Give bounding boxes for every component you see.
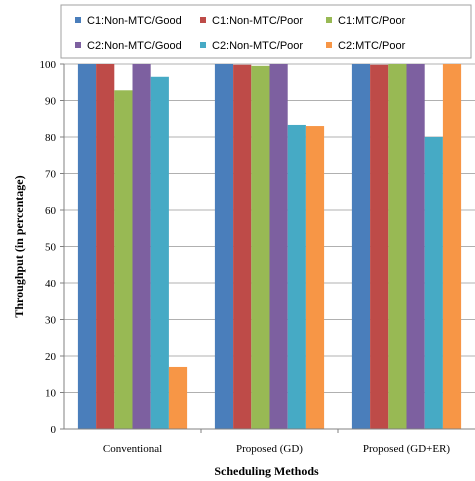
- y-tick-label: 50: [45, 242, 57, 254]
- legend-swatch: [75, 42, 81, 48]
- axes: 0 10 20 30 40 50 60 70 80 90 100 Conventional Propos…: [40, 59, 475, 455]
- bar: [370, 64, 389, 429]
- legend-swatch: [200, 17, 206, 23]
- legend-label: C2:Non-MTC/Good: [87, 40, 182, 52]
- x-tick-label: Proposed (GD): [236, 443, 303, 455]
- legend-label: C1:Non-MTC/Good: [87, 15, 182, 27]
- y-tick-label: 60: [45, 205, 57, 217]
- legend-box: [60, 4, 472, 59]
- y-axis-title: Throughput (in percentage): [12, 175, 26, 317]
- bar: [287, 124, 306, 429]
- bar: [388, 64, 407, 429]
- legend-swatch: [326, 17, 332, 23]
- y-tick-label: 100: [40, 59, 57, 71]
- legend-label: C1:MTC/Poor: [338, 15, 406, 27]
- bar: [132, 64, 151, 429]
- bar: [233, 64, 252, 429]
- bar: [114, 90, 133, 429]
- x-axis-title: Scheduling Methods: [214, 464, 319, 478]
- y-tick-label: 40: [45, 278, 57, 290]
- y-tick-label: 90: [45, 96, 57, 108]
- bar: [424, 137, 443, 429]
- x-tick-label: Conventional: [103, 443, 162, 455]
- bar: [77, 64, 97, 429]
- bar: [214, 64, 234, 429]
- legend-swatch: [200, 42, 206, 48]
- bar: [305, 126, 325, 430]
- legend-swatch: [326, 42, 332, 48]
- bars: [77, 64, 462, 430]
- bar: [351, 64, 371, 429]
- bar: [406, 64, 425, 429]
- bar: [269, 64, 288, 429]
- bar: [168, 366, 188, 429]
- y-tick-label: 0: [51, 424, 57, 436]
- bar: [150, 76, 169, 430]
- y-tick-label: 80: [45, 132, 57, 144]
- y-tick-label: 10: [45, 388, 57, 400]
- legend-swatch: [75, 17, 81, 23]
- x-tick-label: Proposed (GD+ER): [363, 443, 451, 455]
- legend-label: C2:MTC/Poor: [338, 40, 406, 52]
- y-tick-label: 20: [45, 351, 57, 363]
- bar: [96, 64, 115, 429]
- legend: C1:Non-MTC/Good C1:Non-MTC/Poor C1:MTC/Poo…: [60, 4, 472, 59]
- y-tick-label: 30: [45, 315, 57, 327]
- legend-label: C2:Non-MTC/Poor: [212, 40, 303, 52]
- y-tick-label: 70: [45, 169, 57, 181]
- bar: [251, 65, 270, 429]
- legend-label: C1:Non-MTC/Poor: [212, 15, 303, 27]
- bar: [442, 64, 462, 429]
